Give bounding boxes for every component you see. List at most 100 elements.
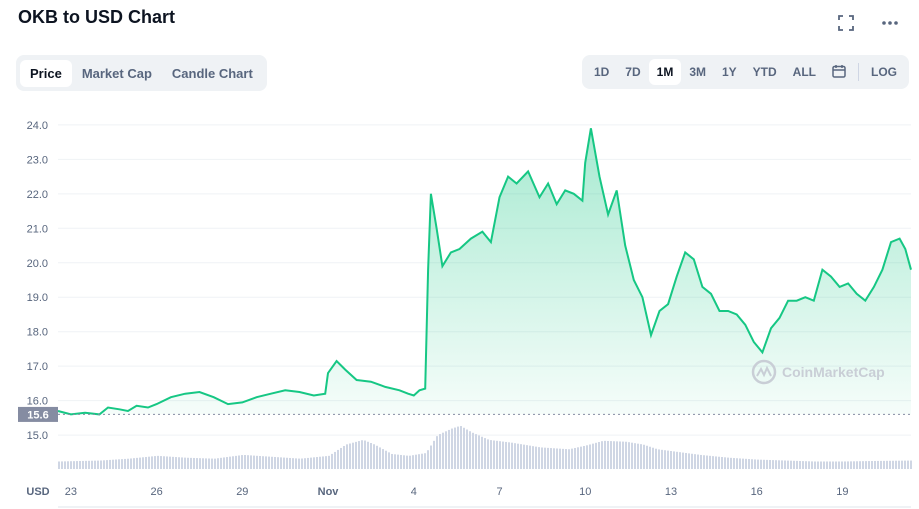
volume-bar xyxy=(580,446,582,469)
volume-bar xyxy=(154,456,156,469)
range-1y[interactable]: 1Y xyxy=(721,65,737,79)
volume-bar xyxy=(862,461,864,469)
y-tick-label: 24.0 xyxy=(27,120,48,132)
volume-bar xyxy=(907,460,909,469)
volume-bar xyxy=(619,441,621,469)
volume-bar xyxy=(295,458,297,469)
volume-bar xyxy=(544,447,546,469)
volume-bar xyxy=(751,459,753,469)
volume-bar xyxy=(622,441,624,469)
volume-bar xyxy=(301,458,303,469)
volume-bar xyxy=(550,448,552,469)
range-1m[interactable]: 1M xyxy=(648,59,682,85)
volume-bar xyxy=(370,443,372,469)
x-tick-label: 29 xyxy=(236,486,248,498)
volume-bar xyxy=(226,457,228,469)
volume-bar xyxy=(451,428,453,469)
volume-bar xyxy=(79,461,81,469)
log-toggle[interactable]: LOG xyxy=(871,65,897,79)
volume-bar xyxy=(391,453,393,469)
volume-bar xyxy=(220,457,222,469)
volume-bar xyxy=(283,457,285,469)
time-range-selector: 1D 7D 1M 3M 1Y YTD ALL LOG xyxy=(581,55,909,89)
range-3m[interactable]: 3M xyxy=(689,65,706,79)
volume-bar xyxy=(850,461,852,469)
volume-bar xyxy=(334,451,336,469)
volume-bar xyxy=(592,443,594,469)
volume-bar xyxy=(748,459,750,469)
volume-bar xyxy=(109,459,111,469)
volume-bar xyxy=(529,445,531,469)
volume-bar xyxy=(775,460,777,469)
volume-bar xyxy=(175,457,177,469)
volume-bar xyxy=(223,457,225,469)
volume-bar xyxy=(727,457,729,469)
volume-bar xyxy=(337,449,339,469)
volume-bar xyxy=(322,456,324,469)
expand-icon[interactable] xyxy=(835,12,857,34)
range-1d[interactable]: 1D xyxy=(593,65,610,79)
volume-bar xyxy=(523,444,525,469)
volume-bar xyxy=(553,448,555,469)
volume-bar xyxy=(673,451,675,469)
range-divider xyxy=(858,63,859,81)
volume-bar xyxy=(172,456,174,469)
price-line[interactable] xyxy=(57,128,912,416)
tab-candle-chart[interactable]: Candle Chart xyxy=(171,65,253,81)
volume-bar xyxy=(691,453,693,469)
volume-bar xyxy=(541,447,543,469)
volume-bar xyxy=(310,457,312,469)
volume-bar xyxy=(820,461,822,469)
volume-bar xyxy=(910,460,912,469)
volume-bar xyxy=(67,461,69,469)
volume-bar xyxy=(466,429,468,469)
volume-bar xyxy=(688,453,690,469)
tab-price[interactable]: Price xyxy=(20,59,72,87)
volume-bar xyxy=(517,443,519,469)
tab-market-cap[interactable]: Market Cap xyxy=(81,65,152,81)
y-tick-label: 23.0 xyxy=(27,154,48,166)
volume-bar xyxy=(289,457,291,469)
calendar-icon xyxy=(832,64,846,78)
volume-bar xyxy=(490,440,492,469)
calendar-button[interactable] xyxy=(824,58,854,87)
volume-bar xyxy=(124,458,126,469)
volume-bar xyxy=(793,460,795,469)
volume-bar xyxy=(841,461,843,469)
volume-bar xyxy=(151,456,153,469)
volume-bar xyxy=(94,460,96,469)
x-tick-label: 13 xyxy=(665,486,677,498)
more-icon[interactable] xyxy=(879,12,901,34)
volume-bar xyxy=(613,441,615,469)
volume-bar xyxy=(187,457,189,469)
volume-bar xyxy=(439,434,441,469)
volume-bar xyxy=(838,461,840,469)
range-7d[interactable]: 7D xyxy=(625,65,641,79)
volume-bar xyxy=(376,445,378,469)
volume-bar xyxy=(412,455,414,469)
y-tick-label: 15.0 xyxy=(27,430,48,442)
volume-bar xyxy=(556,448,558,469)
volume-bar xyxy=(502,441,504,469)
volume-bar xyxy=(559,448,561,469)
volume-bar xyxy=(670,451,672,469)
volume-bar xyxy=(901,460,903,469)
volume-bar xyxy=(664,450,666,469)
volume-bar xyxy=(298,458,300,469)
volume-bar xyxy=(667,450,669,469)
volume-bar xyxy=(256,455,258,469)
volume-bar xyxy=(355,441,357,469)
volume-bar xyxy=(718,456,720,469)
volume-bar xyxy=(196,458,198,469)
volume-bar xyxy=(142,457,144,469)
range-ytd[interactable]: YTD xyxy=(752,65,777,79)
volume-bar xyxy=(571,448,573,469)
volume-bar xyxy=(640,444,642,469)
range-all[interactable]: ALL xyxy=(792,65,816,79)
volume-bar xyxy=(595,442,597,469)
volume-bar xyxy=(76,461,78,469)
volume-bar xyxy=(448,429,450,469)
volume-bar xyxy=(760,459,762,469)
volume-bar xyxy=(604,440,606,469)
volume-bar xyxy=(400,454,402,469)
